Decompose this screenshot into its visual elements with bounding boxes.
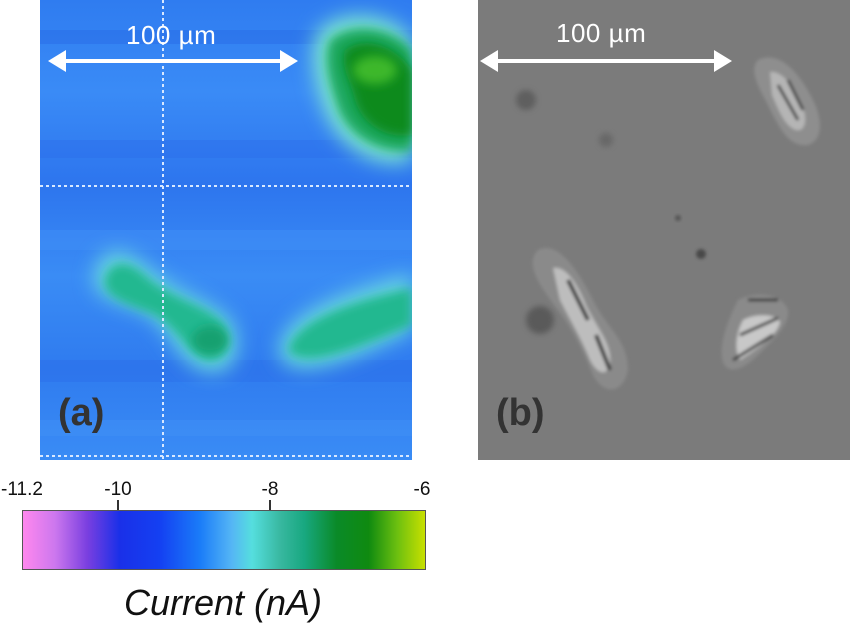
scale-bar-label: 100 µm <box>126 20 217 50</box>
micrograph-panel: 100 µm (b) <box>478 0 850 460</box>
current-map-panel: 100 µm (a) <box>40 0 412 460</box>
high-current-region-left <box>94 251 238 373</box>
colorbar-tick-10: -10 <box>104 479 132 500</box>
scale-bar-label-b: 100 µm <box>556 18 647 48</box>
panel-label-b: (b) <box>496 392 545 434</box>
scale-bar-arrow <box>48 50 298 72</box>
panel-label-a: (a) <box>58 392 105 434</box>
cell-top-right <box>754 57 820 146</box>
current-map-image <box>40 0 412 460</box>
colorbar-tick-mark <box>117 500 119 512</box>
micrograph-image <box>478 0 850 460</box>
high-current-region-top <box>313 16 412 163</box>
colorbar-title: Current (nA) <box>123 582 323 623</box>
cell-bottom-right <box>721 294 789 370</box>
colorbar-gradient <box>22 510 426 570</box>
high-current-region-bottom-right <box>279 275 412 369</box>
colorbar-tick-mark <box>269 500 271 512</box>
colorbar-tick-8: -8 <box>261 479 279 500</box>
scale-bar-arrow-b <box>480 50 732 72</box>
cell-left <box>532 248 628 390</box>
colorbar-tick-max: -6 <box>413 479 431 500</box>
colorbar-tick-min: -11.2 <box>1 479 43 500</box>
